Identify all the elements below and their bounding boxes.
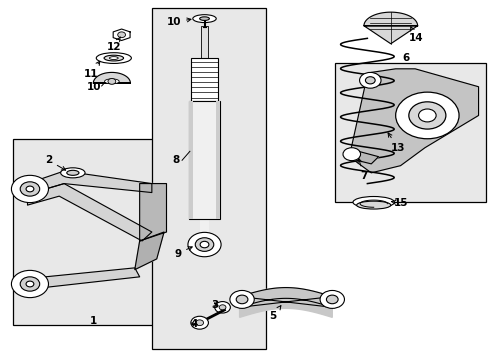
Text: 14: 14 (408, 27, 423, 43)
Text: 11: 11 (83, 61, 100, 79)
Circle shape (26, 186, 34, 192)
Ellipse shape (199, 17, 209, 21)
Polygon shape (239, 288, 331, 318)
Polygon shape (135, 232, 163, 270)
Circle shape (11, 270, 48, 298)
Circle shape (20, 277, 40, 291)
Polygon shape (363, 12, 417, 44)
Polygon shape (113, 29, 130, 41)
Circle shape (195, 320, 203, 325)
Circle shape (342, 148, 360, 161)
Text: 8: 8 (172, 155, 180, 165)
Ellipse shape (109, 57, 118, 59)
Ellipse shape (200, 241, 208, 248)
Bar (190, 58, 218, 101)
Bar (216, 101, 220, 220)
Bar (188, 101, 192, 220)
Polygon shape (27, 171, 152, 194)
Circle shape (365, 77, 374, 84)
Text: 6: 6 (402, 53, 409, 63)
Polygon shape (348, 69, 478, 173)
Ellipse shape (187, 232, 221, 257)
Text: 5: 5 (268, 306, 280, 321)
Bar (334, 63, 485, 202)
Circle shape (20, 182, 40, 196)
Circle shape (26, 281, 34, 287)
Ellipse shape (104, 55, 123, 61)
Circle shape (408, 102, 445, 129)
Ellipse shape (192, 15, 216, 23)
Bar (200, 26, 208, 58)
Ellipse shape (195, 238, 213, 251)
Text: 15: 15 (390, 198, 408, 208)
Text: 7: 7 (357, 159, 367, 181)
Circle shape (320, 291, 344, 309)
Ellipse shape (61, 168, 85, 178)
Polygon shape (140, 184, 166, 241)
Bar (13, 139, 173, 325)
Ellipse shape (352, 197, 394, 208)
Text: 3: 3 (211, 300, 219, 310)
Polygon shape (27, 184, 152, 241)
Text: 12: 12 (106, 37, 121, 52)
Circle shape (359, 72, 380, 88)
Circle shape (229, 291, 254, 309)
Ellipse shape (356, 201, 390, 209)
Bar (188, 101, 220, 220)
Ellipse shape (96, 53, 131, 63)
Text: 9: 9 (174, 247, 192, 258)
Bar (199, 220, 209, 243)
Text: 2: 2 (45, 155, 65, 170)
Text: 1: 1 (89, 316, 97, 325)
Text: 10: 10 (87, 82, 104, 92)
Text: 10: 10 (166, 17, 191, 27)
Circle shape (418, 109, 435, 122)
Ellipse shape (104, 79, 119, 84)
Circle shape (11, 175, 48, 203)
Circle shape (236, 295, 247, 304)
Circle shape (214, 302, 230, 313)
Circle shape (395, 92, 458, 139)
Circle shape (108, 78, 116, 84)
Polygon shape (27, 268, 140, 289)
Circle shape (190, 316, 208, 329)
Bar (152, 8, 266, 348)
Ellipse shape (67, 170, 79, 175)
Circle shape (326, 295, 337, 304)
Circle shape (118, 32, 125, 38)
Circle shape (219, 305, 225, 310)
Text: 4: 4 (190, 319, 197, 329)
Polygon shape (348, 149, 378, 164)
Polygon shape (93, 72, 130, 83)
Text: 13: 13 (387, 133, 405, 153)
